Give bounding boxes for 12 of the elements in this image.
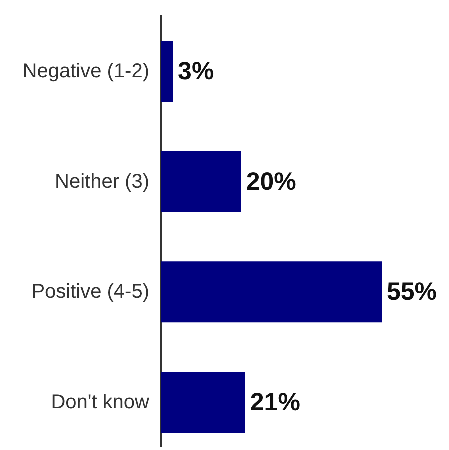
data-label: 3%: [178, 57, 214, 86]
bar: [161, 40, 174, 102]
bar: [161, 151, 242, 212]
y-tick-label: Don't know: [51, 392, 150, 414]
y-tick-label: Negative (1-2): [22, 60, 150, 82]
data-label: 55%: [387, 278, 438, 306]
y-tick-label: Positive (4-5): [32, 281, 150, 304]
data-label: 20%: [246, 168, 296, 196]
y-tick-label: Neither (3): [55, 170, 150, 193]
bar: [161, 372, 246, 434]
bar: [161, 262, 382, 323]
data-label: 21%: [250, 388, 300, 417]
